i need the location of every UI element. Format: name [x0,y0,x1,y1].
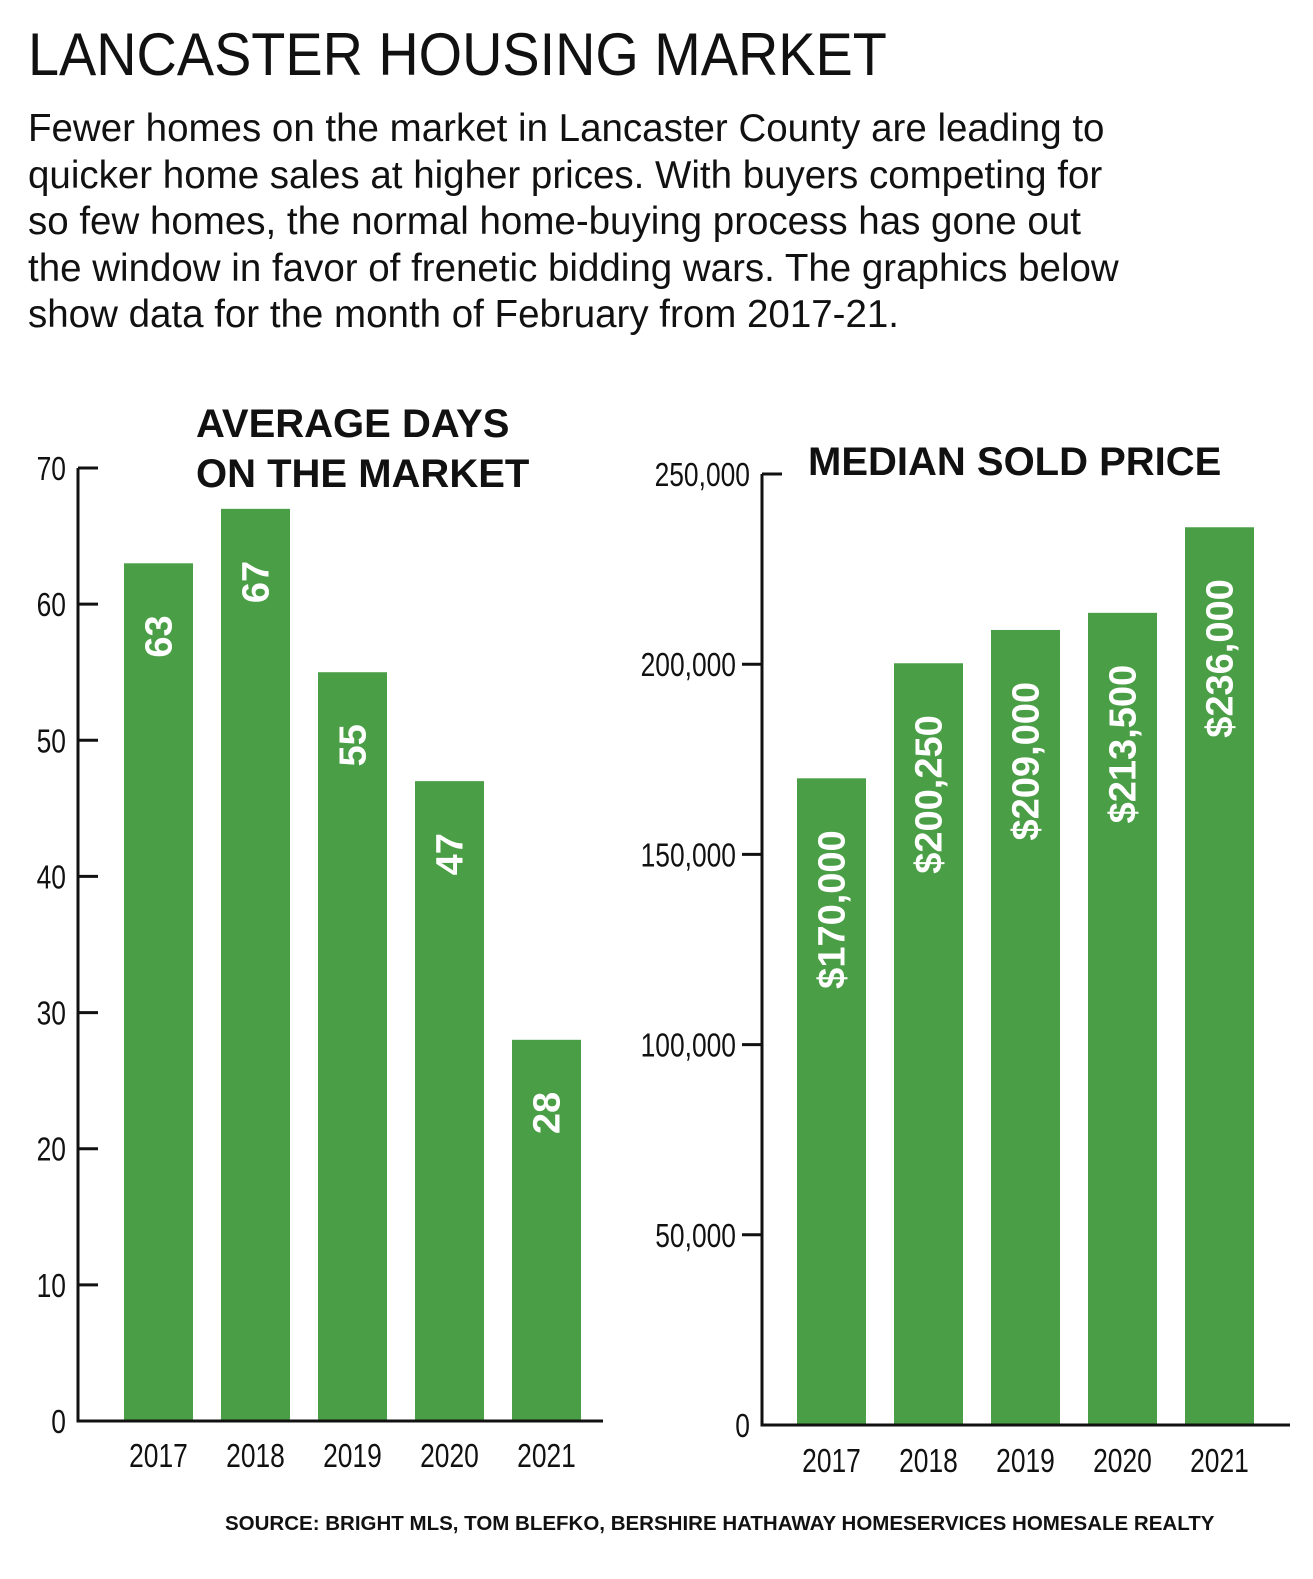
bar [124,563,193,1421]
x-tick-label: 2019 [996,1443,1055,1479]
bar-value-label: $200,250 [909,715,951,874]
x-tick-label: 2021 [1190,1443,1249,1479]
y-tick-label: 30 [37,996,66,1032]
page-subtitle: Fewer homes on the market in Lancaster C… [28,107,1119,336]
bar-value-label: 63 [139,615,181,657]
y-tick-label: 0 [735,1408,750,1444]
x-tick-label: 2020 [420,1438,479,1474]
chart-title: ON THE MARKET [196,452,529,496]
x-tick-label: 2017 [802,1443,861,1479]
bar-value-label: 55 [333,724,375,766]
x-tick-label: 2018 [899,1443,958,1479]
bar [512,1039,581,1421]
y-tick-label: 60 [37,587,66,623]
x-tick-label: 2020 [1093,1443,1152,1479]
bar [1185,527,1254,1425]
x-tick-label: 2021 [517,1438,576,1474]
bar [894,663,963,1425]
y-tick-label: 100,000 [641,1028,736,1064]
x-tick-label: 2018 [226,1438,285,1474]
bar [1088,612,1157,1425]
bar-value-label: $170,000 [812,830,854,989]
bar [797,778,866,1425]
y-tick-label: 20 [37,1132,66,1168]
chart-title: AVERAGE DAYS [196,402,509,446]
page-title: LANCASTER HOUSING MARKET [28,21,887,88]
bar-value-label: $209,000 [1006,682,1048,841]
y-tick-label: 50,000 [655,1218,736,1254]
x-tick-label: 2019 [323,1438,382,1474]
bar [221,508,290,1421]
bar-value-label: 28 [527,1092,569,1134]
bar [991,629,1060,1425]
y-tick-label: 150,000 [641,838,736,874]
bar-value-label: $236,000 [1200,579,1242,738]
chart-title: MEDIAN SOLD PRICE [808,440,1221,484]
days-on-market-chart: AVERAGE DAYS ON THE MARKET 63 2017 67 2018 55 2… [37,402,603,1475]
y-tick-label: 50 [37,724,66,760]
bar [318,672,387,1421]
y-tick-label: 70 [37,451,66,487]
median-price-chart: MEDIAN SOLD PRICE $170,000 2017 $200,250 201… [641,440,1290,1480]
y-tick-label: 40 [37,860,66,896]
bar [415,781,484,1421]
bar-value-label: 67 [236,561,278,603]
bar-value-label: 47 [430,833,472,875]
bar-value-label: $213,500 [1103,665,1145,824]
x-tick-label: 2017 [129,1438,188,1474]
y-tick-label: 200,000 [641,647,736,683]
y-tick-label: 10 [37,1268,66,1304]
source-note: SOURCE: BRIGHT MLS, TOM BLEFKO, BERSHIRE… [225,1512,1215,1535]
y-tick-label: 250,000 [655,457,750,493]
y-tick-label: 0 [51,1404,66,1440]
